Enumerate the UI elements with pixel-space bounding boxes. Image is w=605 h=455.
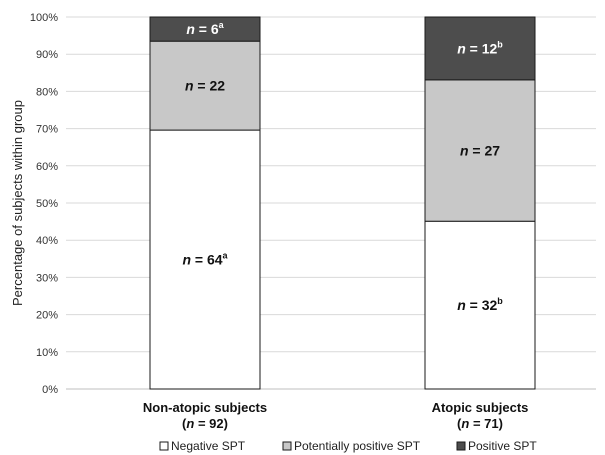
legend: Negative SPT Potentially positive SPT Posi… [159,439,537,453]
category-label: Non-atopic subjects [143,400,267,415]
bars: n = 64a n = 22 n = 6a n = 32b n = 27 n = 12b [149,16,536,390]
bar-segment [149,16,261,42]
y-tick-label: 70% [36,124,58,136]
data-label: n = 6a [186,20,224,37]
y-tick-label: 100% [30,12,58,24]
data-label: n = 64a [182,251,228,268]
data-label: n = 32b [457,296,503,313]
legend-label: Negative SPT [171,439,246,453]
legend-label: Potentially positive SPT [294,439,421,453]
bar-segment [149,129,261,390]
legend-swatch [282,441,292,451]
category-n-label: (n = 92) [182,416,228,431]
data-label: n = 27 [460,143,500,159]
legend-label: Positive SPT [468,439,537,453]
bar-segment [424,220,536,390]
y-tick-label: 60% [36,161,58,173]
y-tick-label: 40% [36,235,58,247]
y-tick-label: 90% [36,49,58,61]
y-axis: 0% 10% 20% 30% 40% 50% 60% 70% 80% 90% 100% [30,12,58,396]
y-tick-label: 10% [36,347,58,359]
category-label: Atopic subjects [432,400,529,415]
bar-segment [149,40,261,131]
y-axis-label: Percentage of subjects within group [10,100,25,306]
y-tick-label: 30% [36,272,58,284]
y-tick-label: 20% [36,310,58,322]
y-tick-label: 80% [36,86,58,98]
data-label: n = 12b [457,39,503,56]
bar-segment [424,16,536,81]
legend-swatch [159,441,169,451]
x-axis: Non-atopic subjects(n = 92) Atopic subjec… [143,400,529,431]
bar-segment [424,79,536,222]
y-tick-label: 0% [42,384,58,396]
category-n-label: (n = 71) [457,416,503,431]
data-label: n = 22 [185,78,225,94]
y-tick-label: 50% [36,198,58,210]
legend-swatch [456,441,466,451]
